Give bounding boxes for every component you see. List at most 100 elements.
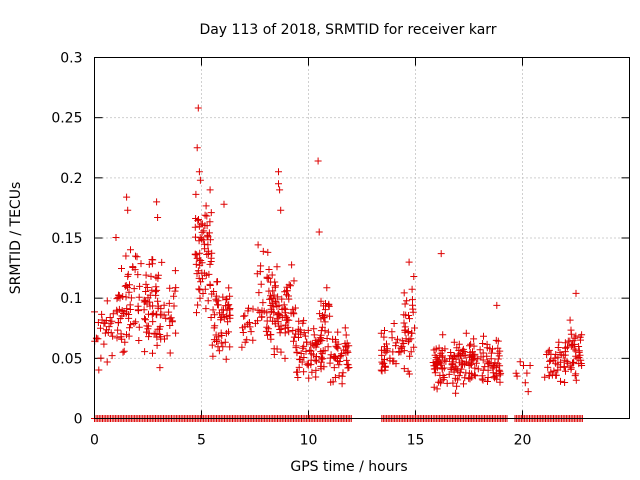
data-point <box>472 359 480 367</box>
data-point <box>332 355 340 362</box>
data-point <box>400 319 408 327</box>
data-point <box>550 367 558 375</box>
data-point <box>455 340 463 348</box>
data-point <box>156 364 164 372</box>
data-point <box>341 340 349 348</box>
data-point <box>461 374 469 382</box>
data-point <box>404 338 412 346</box>
data-point <box>142 271 150 279</box>
data-point <box>487 349 495 357</box>
data-point <box>254 317 261 325</box>
data-point <box>336 353 344 361</box>
data-point <box>149 349 156 357</box>
data-point <box>285 328 293 336</box>
data-point <box>219 311 227 319</box>
y-tick-label: 0.1 <box>60 291 82 307</box>
y-tick-label: 0.05 <box>51 351 82 367</box>
data-point <box>474 355 482 363</box>
data-point <box>345 342 353 350</box>
data-point <box>411 324 418 332</box>
y-tick-label: 0.25 <box>51 111 82 127</box>
data-point <box>206 280 214 288</box>
data-point <box>214 278 221 286</box>
data-point <box>115 319 122 327</box>
data-point <box>198 235 206 243</box>
data-point <box>454 376 462 384</box>
data-point <box>567 365 575 373</box>
data-point <box>470 342 478 350</box>
data-point <box>201 245 209 253</box>
data-point <box>325 302 333 310</box>
data-point <box>459 345 467 353</box>
data-point <box>344 364 352 372</box>
data-point <box>430 346 438 354</box>
data-point <box>245 304 252 312</box>
data-point <box>170 302 178 310</box>
plot-frame <box>94 57 630 419</box>
data-point <box>462 329 470 337</box>
data-point <box>296 355 303 363</box>
data-point <box>289 309 297 317</box>
data-point <box>119 348 127 356</box>
data-point <box>127 246 134 254</box>
data-point <box>467 360 475 368</box>
data-point <box>470 335 478 343</box>
data-point <box>546 357 554 365</box>
data-point <box>277 322 285 330</box>
data-point <box>521 379 529 387</box>
x-tick-label: 10 <box>300 433 318 449</box>
data-point <box>556 348 564 356</box>
data-point <box>206 260 214 268</box>
data-point <box>153 341 161 349</box>
data-point <box>272 297 280 305</box>
data-point <box>303 338 311 346</box>
data-point <box>152 291 160 299</box>
data-point <box>210 288 218 295</box>
data-point <box>302 347 310 355</box>
data-point <box>489 369 497 377</box>
data-point <box>197 220 205 228</box>
data-point <box>494 344 502 352</box>
data-point <box>249 336 257 344</box>
data-point <box>238 343 246 351</box>
data-point <box>381 343 388 351</box>
data-point <box>196 294 204 302</box>
data-point <box>325 301 333 309</box>
data-point <box>335 361 343 369</box>
data-point <box>202 202 210 210</box>
data-point <box>166 349 174 357</box>
data-point <box>451 363 459 371</box>
x-tick-label: 0 <box>90 433 99 449</box>
data-point <box>198 259 206 267</box>
data-point <box>326 312 334 320</box>
data-point <box>143 284 151 291</box>
data-point <box>295 363 303 371</box>
data-point <box>568 342 576 350</box>
data-point <box>191 223 199 231</box>
data-point <box>289 327 297 334</box>
data-point <box>303 360 311 368</box>
data-point <box>541 373 549 381</box>
data-point <box>304 326 312 334</box>
data-point <box>137 260 145 268</box>
data-point <box>219 293 227 301</box>
data-point <box>281 329 289 337</box>
data-point <box>344 348 352 356</box>
data-point <box>145 333 153 341</box>
data-point <box>409 301 416 309</box>
data-point <box>290 277 298 285</box>
data-point <box>149 318 157 326</box>
data-point <box>392 360 400 368</box>
data-point <box>256 308 264 316</box>
data-point <box>323 284 331 292</box>
data-point <box>273 345 281 353</box>
data-point <box>108 352 116 360</box>
data-point <box>276 186 284 194</box>
data-point <box>122 252 130 260</box>
data-point <box>200 269 208 277</box>
data-point <box>400 311 408 319</box>
data-point <box>215 333 223 341</box>
data-points <box>91 104 586 422</box>
data-point <box>430 365 438 373</box>
data-point <box>133 253 141 261</box>
